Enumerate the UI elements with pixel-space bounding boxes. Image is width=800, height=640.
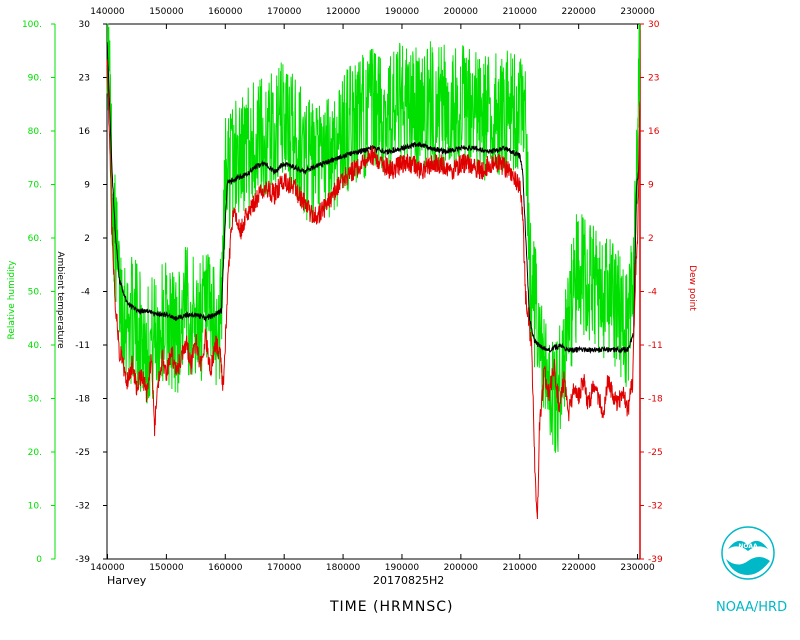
x-tick-label-bottom: 230000 — [620, 563, 655, 573]
y-axis-title-humidity: Relative humidity — [7, 260, 17, 340]
y-tick-label-0: 20. — [28, 448, 42, 458]
x-tick-label-top: 150000 — [149, 7, 184, 17]
y-tick-label-1: -25 — [75, 448, 90, 458]
y-tick-label-1: -11 — [75, 341, 90, 351]
x-tick-label-top: 200000 — [444, 7, 479, 17]
y-tick-label-2: -39 — [648, 555, 663, 565]
x-tick-label-bottom: 150000 — [149, 563, 184, 573]
y-tick-label-0: 70. — [28, 181, 42, 191]
noaa-logo-badge: NOAA — [738, 543, 758, 550]
y-tick-label-2: -25 — [648, 448, 663, 458]
y-tick-label-0: 30. — [28, 395, 42, 405]
right-axis: -39 -32 -25 -18 -11 -4 2 9 16 23 30 Dew point — [639, 20, 697, 565]
y-tick-label-2: -18 — [648, 395, 663, 405]
x-axes: 140000 140000 150000 150000 160000 160000 1700… — [90, 7, 655, 573]
x-axis-title: TIME (HRMNSC) — [329, 599, 453, 615]
x-tick-label-top: 230000 — [620, 7, 655, 17]
x-tick-label-top: 140000 — [90, 7, 125, 17]
noaa-hrd-caption: NOAA/HRD — [716, 600, 787, 615]
y-tick-label-0: 100. — [22, 20, 42, 30]
x-tick-label-bottom: 220000 — [561, 563, 596, 573]
y-tick-label-2: 9 — [648, 181, 654, 191]
y-tick-label-1: -4 — [81, 288, 90, 298]
noaa-logo-bird-icon — [728, 540, 768, 551]
y-tick-label-1: -39 — [75, 555, 90, 565]
x-tick-label-bottom: 200000 — [444, 563, 479, 573]
y-axis-title-dewpoint: Dew point — [687, 265, 697, 311]
y-tick-label-0: 60. — [28, 234, 42, 244]
x-tick-label-top: 190000 — [385, 7, 420, 17]
y-tick-label-0: 80. — [28, 127, 42, 137]
y-tick-label-1: 2 — [84, 234, 90, 244]
noaa-logo: NOAA — [721, 526, 775, 580]
flight-id: 20170825H2 — [373, 574, 444, 587]
x-tick-label-bottom: 190000 — [385, 563, 420, 573]
x-tick-label-bottom: 210000 — [503, 563, 538, 573]
y-tick-label-1: -18 — [75, 395, 90, 405]
y-axis-title-temperature: Ambient temperature — [55, 251, 65, 349]
series-line-dew-point — [106, 59, 641, 520]
x-tick-label-top: 120000 — [326, 7, 361, 17]
x-tick-label-bottom: 140000 — [90, 563, 125, 573]
y-tick-label-0: 40. — [28, 341, 42, 351]
y-tick-label-2: 16 — [648, 127, 660, 137]
x-tick-label-top: 220000 — [561, 7, 596, 17]
x-tick-label-top: 160000 — [208, 7, 243, 17]
series-line-relative-humidity — [106, 23, 641, 453]
y-tick-label-0: 10. — [28, 502, 42, 512]
left-axes: 0 10. 20. 30. 40. 50. 60. 70. 80. 90. 100. -39 -32 -2… — [7, 20, 108, 565]
y-tick-label-2: 2 — [648, 234, 654, 244]
y-tick-label-2: -11 — [648, 341, 663, 351]
y-tick-label-2: -4 — [648, 288, 657, 298]
series-layer — [106, 23, 641, 520]
y-tick-label-1: 9 — [84, 181, 90, 191]
x-tick-label-bottom: 180000 — [326, 563, 361, 573]
y-tick-label-0: 90. — [28, 74, 42, 84]
y-tick-label-0: 0 — [36, 555, 42, 565]
y-tick-label-2: 23 — [648, 74, 659, 84]
y-tick-label-1: -32 — [75, 502, 90, 512]
x-tick-label-bottom: 160000 — [208, 563, 243, 573]
series-line-ambient-temperature — [106, 42, 641, 354]
y-tick-label-2: -32 — [648, 502, 663, 512]
noaa-logo-wave-icon — [726, 557, 770, 575]
y-tick-label-0: 50. — [28, 288, 42, 298]
x-tick-label-bottom: 170000 — [267, 563, 302, 573]
y-tick-label-2: 30 — [648, 20, 660, 30]
storm-name: Harvey — [107, 574, 147, 587]
y-tick-label-1: 30 — [79, 20, 91, 30]
x-tick-label-top: 170000 — [267, 7, 302, 17]
noaa-logo-ring — [721, 526, 775, 580]
y-tick-label-1: 23 — [79, 74, 90, 84]
x-tick-label-top: 210000 — [503, 7, 538, 17]
y-tick-label-1: 16 — [79, 127, 91, 137]
